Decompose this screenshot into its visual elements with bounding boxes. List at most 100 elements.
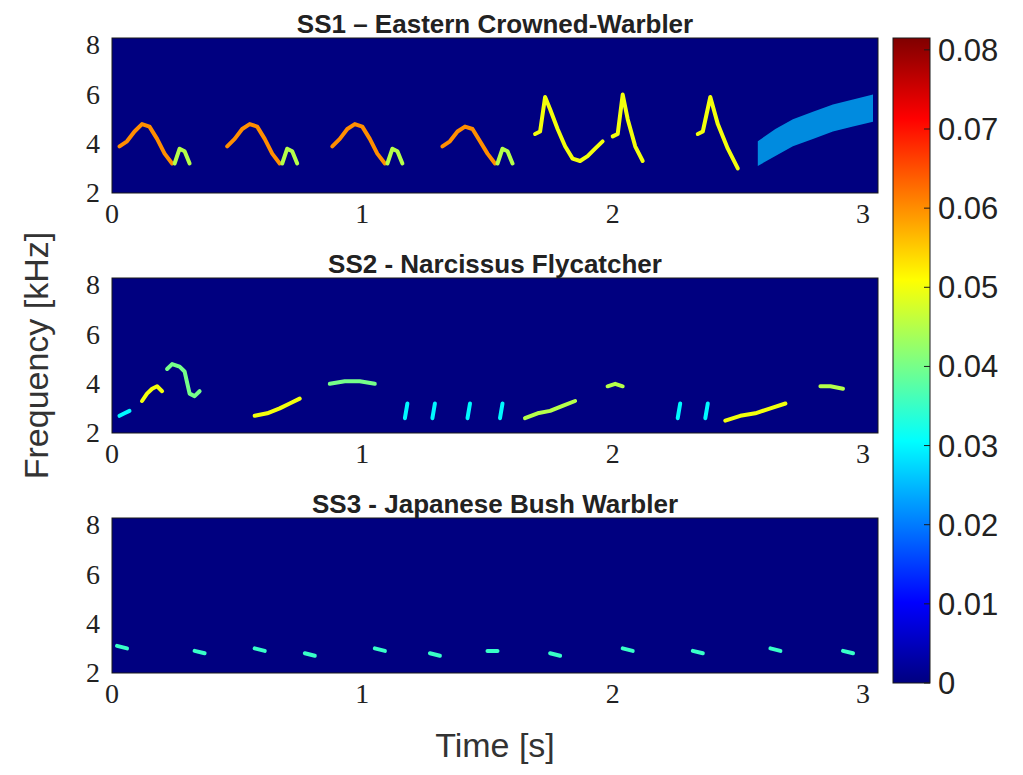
colorbar-tick [924, 287, 930, 288]
x-tick-label: 3 [856, 678, 870, 709]
marks [120, 95, 874, 169]
panel: 0 1 2 3 2 4 6 8 SS3 - Japanese Bush Warbler [86, 489, 878, 709]
syllable-trace [442, 127, 495, 164]
syllable-trace [705, 404, 708, 419]
y-tick-label: 8 [86, 269, 100, 300]
syllable-trace [430, 653, 440, 656]
x-tick-label: 2 [606, 678, 620, 709]
syllable-trace [820, 386, 843, 388]
y-tick-label: 2 [86, 417, 100, 448]
syllable-trace [305, 653, 315, 656]
syllable-trace [525, 401, 575, 418]
y-axis-title: Frequency [kHz] [17, 232, 55, 480]
plot-background [112, 278, 878, 433]
x-tick-label: 2 [606, 198, 620, 229]
x-tick-label: 0 [105, 438, 119, 469]
syllable-trace [488, 649, 498, 653]
syllable-trace [613, 95, 643, 161]
x-axis-title: Time [s] [435, 726, 555, 764]
x-tick-label: 1 [355, 678, 369, 709]
x-tick-label: 3 [856, 198, 870, 229]
syllable-trace [120, 411, 130, 416]
syllable-trace [167, 364, 200, 396]
syllable-trace [175, 149, 190, 164]
syllable-trace [142, 386, 162, 401]
colorbar-tick [924, 683, 930, 684]
syllable-trace [255, 399, 300, 416]
colorbar-tick-label: 0.07 [938, 112, 998, 147]
marks [120, 364, 844, 421]
panel: 0 1 2 3 2 4 6 8 SS2 - Narcissus Flycatcher [86, 249, 878, 469]
colorbar-tick-label: 0.06 [938, 191, 998, 226]
y-tick-label: 8 [86, 29, 100, 60]
y-tick-label: 6 [86, 559, 100, 590]
syllable-trace [608, 384, 623, 387]
x-tick-label: 3 [856, 438, 870, 469]
plot-background [112, 518, 878, 673]
syllable-trace [770, 648, 780, 651]
colorbar [893, 38, 930, 683]
syllable-trace [282, 149, 297, 164]
panel: 0 1 2 3 2 4 6 8 SS1 – Eastern Crowned-Warbler [86, 9, 878, 229]
colorbar-tick [924, 49, 930, 50]
panel-title: SS3 - Japanese Bush Warbler [312, 489, 678, 519]
colorbar-tick [924, 366, 930, 367]
y-tick-label: 2 [86, 177, 100, 208]
colorbar-tick-label: 0.01 [938, 587, 998, 622]
colorbar-tick [924, 445, 930, 446]
syllable-trace [117, 646, 127, 649]
syllable-trace [227, 124, 280, 163]
y-tick-label: 4 [86, 368, 100, 399]
colorbar-tick-label: 0.04 [938, 349, 998, 384]
syllable-trace [550, 653, 560, 656]
panel-title: SS1 – Eastern Crowned-Warbler [297, 9, 693, 39]
y-tick-label: 6 [86, 79, 100, 110]
colorbar-tick [924, 129, 930, 130]
x-tick-label: 1 [355, 198, 369, 229]
syllable-trace [195, 651, 205, 653]
x-tick-label: 0 [105, 678, 119, 709]
syllable-trace [725, 404, 785, 421]
x-tick-label: 1 [355, 438, 369, 469]
colorbar-tick-label: 0.05 [938, 270, 998, 305]
syllable-trace [330, 381, 375, 384]
syllable-trace [698, 97, 738, 168]
syllable-trace [255, 648, 265, 651]
y-tick-label: 4 [86, 128, 100, 159]
colorbar-tick [924, 524, 930, 525]
colorbar-tick-label: 0.08 [938, 33, 998, 68]
noise-band [758, 95, 873, 166]
plot-frame [112, 38, 878, 193]
plot-frame [112, 278, 878, 433]
syllable-trace [120, 124, 173, 163]
syllable-trace [498, 149, 513, 164]
plot-frame [112, 518, 878, 673]
syllable-trace [432, 404, 435, 419]
colorbar-tick-label: 0 [938, 666, 955, 701]
syllable-trace [678, 404, 681, 419]
syllable-trace [693, 651, 703, 653]
marks [117, 646, 853, 656]
syllable-trace [623, 648, 633, 651]
syllable-trace [332, 124, 385, 163]
y-tick-label: 8 [86, 509, 100, 540]
syllable-trace [500, 404, 503, 419]
syllable-trace [468, 404, 471, 419]
syllable-trace [387, 149, 402, 164]
syllable-trace [375, 648, 385, 651]
x-tick-label: 2 [606, 438, 620, 469]
colorbar-tick [924, 603, 930, 604]
plot-background [112, 38, 878, 193]
y-tick-label: 6 [86, 319, 100, 350]
y-tick-label: 2 [86, 657, 100, 688]
syllable-trace [843, 651, 853, 653]
y-tick-label: 4 [86, 608, 100, 639]
syllable-trace [535, 97, 603, 161]
figure: 0 1 2 3 2 4 6 8 SS1 – Eastern Crowned-Warbler 0 1 2… [0, 0, 1023, 775]
colorbar-tick [924, 208, 930, 209]
colorbar-tick-label: 0.03 [938, 429, 998, 464]
x-tick-label: 0 [105, 198, 119, 229]
panel-title: SS2 - Narcissus Flycatcher [328, 249, 662, 279]
syllable-trace [405, 404, 408, 419]
colorbar-tick-label: 0.02 [938, 508, 998, 543]
